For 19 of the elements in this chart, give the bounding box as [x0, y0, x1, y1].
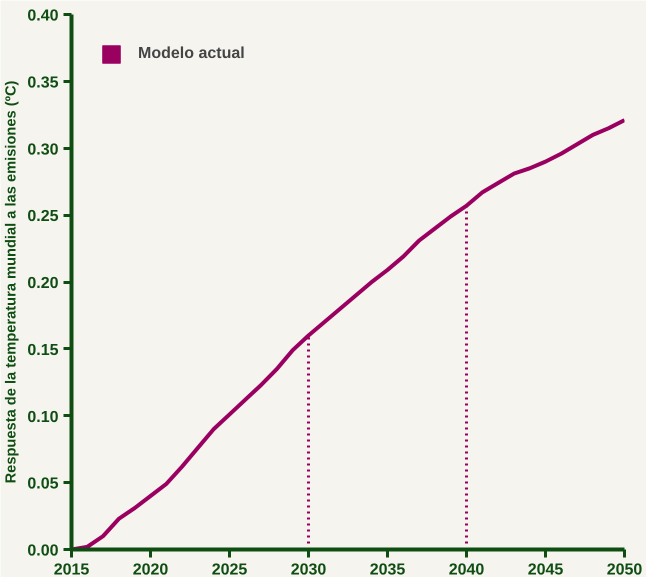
y-tick-label: 0.00 [27, 542, 59, 560]
x-tick-label: 2040 [448, 562, 484, 577]
y-axis-title: Respuesta de la temperatura mundial a las emisiones (ºC) [3, 80, 20, 484]
y-tick-label: 0.10 [27, 408, 59, 426]
y-tick-label: 0.20 [27, 275, 59, 292]
x-tick-label: 2025 [212, 562, 248, 577]
y-tick-label: 0.35 [27, 74, 59, 92]
x-tick-label: 2050 [606, 562, 642, 577]
x-tick-label: 2020 [132, 562, 168, 577]
y-tick-label: 0.15 [27, 342, 59, 359]
legend-label: Modelo actual [138, 45, 245, 63]
x-tick-label: 2045 [528, 562, 564, 577]
x-tick-label: 2015 [54, 562, 90, 577]
y-tick-label: 0.30 [27, 141, 59, 158]
x-tick-label: 2035 [370, 562, 406, 577]
y-tick-label: 0.05 [27, 476, 59, 493]
x-tick-label: 2030 [290, 562, 326, 577]
y-tick-label: 0.40 [27, 8, 59, 24]
y-tick-label: 0.25 [27, 208, 59, 226]
